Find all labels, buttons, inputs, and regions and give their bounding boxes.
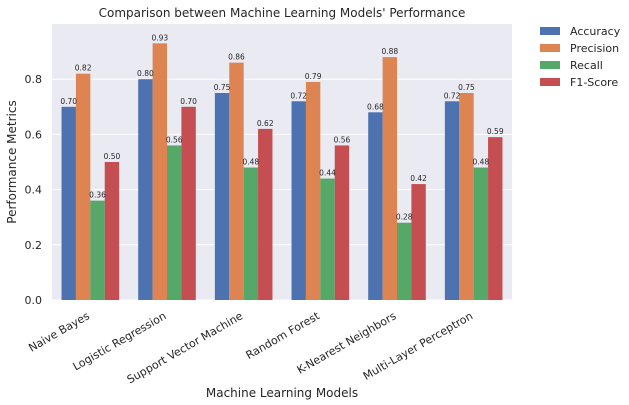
legend-swatch xyxy=(540,44,560,52)
y-axis-ticks: 0.0 0.2 0.4 0.6 0.8 xyxy=(25,73,43,307)
y-tick-label: 0.4 xyxy=(25,184,43,197)
bar-value-label: 0.36 xyxy=(89,191,106,200)
bar-value-label: 0.80 xyxy=(137,69,154,78)
bar-precision xyxy=(152,43,167,300)
bar-f1-score xyxy=(488,137,503,300)
bar-value-label: 0.82 xyxy=(75,64,92,73)
bar-value-label: 0.79 xyxy=(305,72,322,81)
bar-value-label: 0.48 xyxy=(243,158,260,167)
bar-f1-score xyxy=(104,162,120,300)
bar-recall xyxy=(167,145,182,300)
legend-label: Precision xyxy=(570,42,619,55)
bar-value-label: 0.48 xyxy=(473,158,490,167)
bar-value-label: 0.86 xyxy=(228,53,245,62)
bar-f1-score xyxy=(258,128,273,300)
bar-recall xyxy=(90,200,105,300)
legend-label: F1-Score xyxy=(570,76,618,89)
bar-accuracy xyxy=(214,93,230,300)
bar-value-label: 0.44 xyxy=(319,169,336,178)
bar-value-label: 0.93 xyxy=(151,33,168,42)
bar-precision xyxy=(382,57,397,301)
bar-f1-score xyxy=(181,106,196,300)
legend-label: Recall xyxy=(570,59,603,72)
chart-title: Comparison between Machine Learning Mode… xyxy=(99,6,466,20)
bar-value-label: 0.88 xyxy=(381,47,398,56)
bar-value-label: 0.72 xyxy=(290,91,307,100)
legend-swatch xyxy=(540,27,560,35)
bar-precision xyxy=(305,81,321,301)
bar-value-label: 0.62 xyxy=(257,119,274,128)
bar-precision xyxy=(75,73,91,301)
bar-value-label: 0.75 xyxy=(214,83,231,92)
y-tick-label: 0.0 xyxy=(25,294,43,307)
grid-lines xyxy=(52,78,512,301)
x-tick-label: Naive Bayes xyxy=(26,309,92,354)
bar-value-label: 0.70 xyxy=(180,97,197,106)
bar-value-label: 0.75 xyxy=(458,83,475,92)
y-axis-title: Performance Metrics xyxy=(5,100,19,223)
bar-accuracy xyxy=(291,101,306,300)
x-axis-title: Machine Learning Models xyxy=(206,386,358,400)
bar-accuracy xyxy=(61,106,76,300)
x-tick-label: Random Forest xyxy=(244,309,323,362)
plot-area xyxy=(52,24,512,300)
bar-accuracy xyxy=(368,112,383,300)
bar-recall xyxy=(243,167,259,300)
bar-recall xyxy=(397,222,412,300)
bar-precision xyxy=(459,93,474,300)
bar-precision xyxy=(229,62,244,300)
bar-value-label: 0.56 xyxy=(166,135,183,144)
bar-value-label: 0.42 xyxy=(410,174,427,183)
bar-value-label: 0.50 xyxy=(104,152,121,161)
legend-swatch xyxy=(540,78,560,86)
bar-value-labels: 0.70 0.82 0.36 0.50 0.80 0.93 0.56 0.70 0.75 0.86… xyxy=(60,33,503,221)
bar-value-label: 0.70 xyxy=(60,97,77,106)
bar-value-label: 0.59 xyxy=(487,127,504,136)
bar-f1-score xyxy=(334,145,350,300)
bar-recall xyxy=(473,167,489,300)
y-tick-label: 0.6 xyxy=(25,128,43,141)
bar-f1-score xyxy=(411,184,426,300)
bar-accuracy xyxy=(444,101,460,300)
bar-value-label: 0.28 xyxy=(396,213,413,222)
bar-value-label: 0.68 xyxy=(367,102,384,111)
legend-label: Accuracy xyxy=(570,25,621,38)
bar-value-label: 0.56 xyxy=(334,135,351,144)
legend: Accuracy Precision Recall F1-Score xyxy=(540,25,621,89)
bar-accuracy xyxy=(138,79,153,300)
bars xyxy=(61,43,503,301)
bar-recall xyxy=(320,178,335,300)
bar-value-label: 0.72 xyxy=(444,91,461,100)
y-tick-label: 0.8 xyxy=(25,73,43,86)
y-tick-label: 0.2 xyxy=(25,239,43,252)
legend-swatch xyxy=(540,61,560,69)
